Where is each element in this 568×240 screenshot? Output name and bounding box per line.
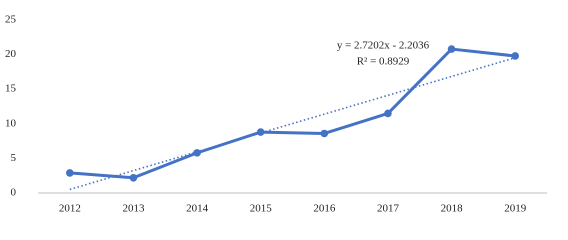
x-tick-label: 2015: [250, 203, 273, 215]
data-point: [320, 129, 329, 138]
y-tick-label: 20: [5, 48, 17, 60]
x-tick-label: 2019: [504, 203, 527, 215]
data-point: [66, 169, 74, 177]
y-tick-label: 0: [11, 187, 17, 199]
data-point: [511, 52, 519, 60]
x-tick-label: 2012: [59, 203, 81, 215]
data-point: [193, 149, 201, 157]
y-tick-label: 15: [5, 83, 17, 95]
chart: y = 2.7202x - 2.2036 R² = 0.8929 0 5 10 15 2…: [5, 14, 547, 215]
x-tick-label: 2016: [313, 203, 336, 215]
trendline-r2: R² = 0.8929: [357, 56, 410, 68]
data-point: [384, 109, 392, 118]
data-point: [256, 128, 265, 136]
x-tick-label: 2017: [377, 203, 400, 215]
data-point: [129, 173, 138, 182]
data-point: [447, 45, 456, 53]
x-tick-label: 2014: [186, 203, 209, 215]
trendline: [69, 56, 516, 191]
x-tick-label: 2018: [441, 203, 464, 215]
page: y = 2.7202x - 2.2036 R² = 0.8929 0 5 10 15 2…: [5, 13, 547, 215]
y-tick-label: 25: [5, 14, 17, 26]
trendline-equation: y = 2.7202x - 2.2036: [337, 40, 430, 52]
y-tick-label: 10: [5, 117, 17, 129]
y-tick-label: 5: [11, 152, 17, 164]
x-tick-label: 2013: [122, 203, 145, 215]
series-line: [69, 47, 516, 180]
